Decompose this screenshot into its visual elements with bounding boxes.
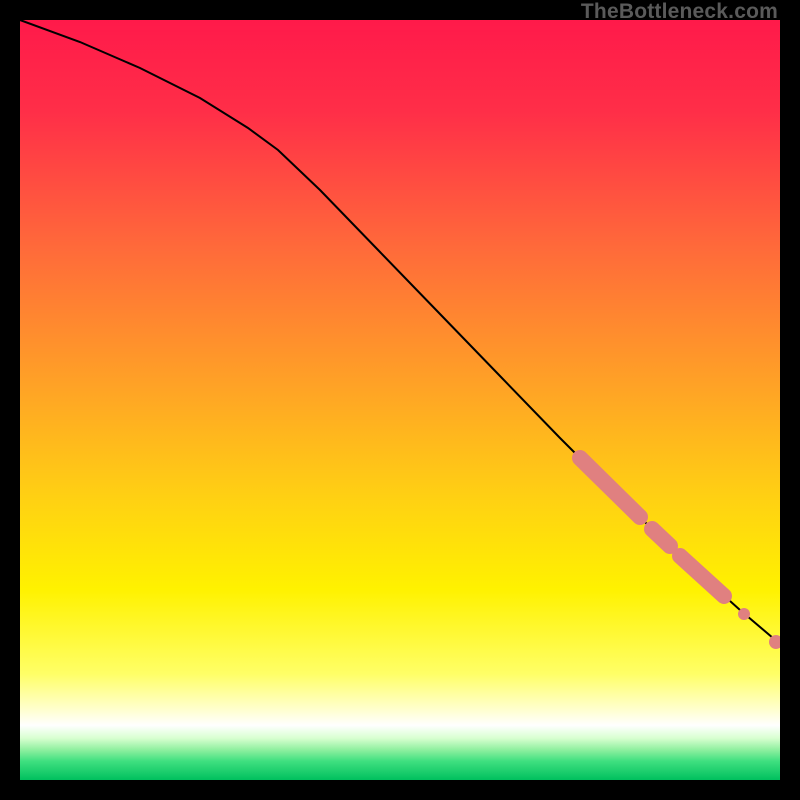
watermark-text: TheBottleneck.com (581, 0, 778, 24)
gradient-background (20, 20, 780, 780)
chart-svg (20, 20, 780, 780)
plot-area (20, 20, 780, 780)
chart-frame: TheBottleneck.com (0, 0, 800, 800)
marker-dot (738, 608, 750, 620)
